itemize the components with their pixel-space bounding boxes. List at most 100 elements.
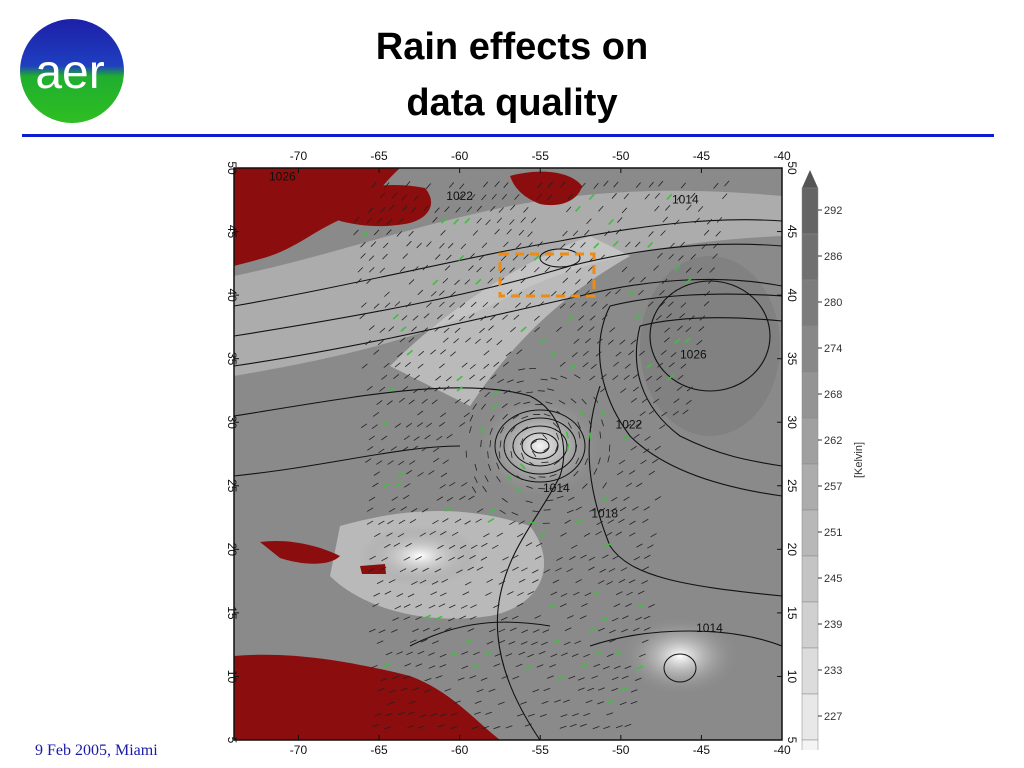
wind-vector xyxy=(422,327,429,333)
wind-vector xyxy=(510,426,516,433)
wind-vector xyxy=(454,327,461,333)
wind-vector xyxy=(553,639,561,644)
wind-vector xyxy=(357,267,364,273)
wind-vector xyxy=(635,422,642,427)
wind-vector xyxy=(469,414,474,422)
wind-vector xyxy=(629,277,635,283)
wind-vector xyxy=(605,532,613,537)
wind-vector xyxy=(688,315,695,321)
isobar-label: 1014 xyxy=(672,193,699,207)
wind-vector xyxy=(618,518,625,524)
wind-vector xyxy=(591,301,597,307)
wind-vector xyxy=(418,350,425,356)
wind-vector xyxy=(518,651,526,656)
lon-label-top: -55 xyxy=(532,149,550,163)
wind-vector xyxy=(488,325,494,331)
wind-vector xyxy=(575,506,582,511)
wind-vector xyxy=(373,303,380,309)
wind-vector xyxy=(644,193,650,200)
wind-vector xyxy=(425,183,432,190)
wind-vector xyxy=(405,422,413,428)
wind-vector xyxy=(410,207,417,214)
wind-vector xyxy=(411,445,418,451)
wind-vector xyxy=(444,265,451,271)
wind-vector xyxy=(407,593,415,598)
wind-vector xyxy=(413,388,420,394)
wind-vector xyxy=(496,532,504,537)
colorbar-step xyxy=(801,509,819,557)
wind-vector xyxy=(388,326,395,332)
wind-vector xyxy=(417,725,425,729)
wind-vector xyxy=(494,653,502,657)
wind-vector xyxy=(459,422,466,427)
wind-vector xyxy=(541,641,548,646)
lon-label-bottom: -60 xyxy=(451,743,469,757)
colorbar-arrow xyxy=(802,170,818,188)
colorbar-step xyxy=(801,601,819,649)
wind-vector xyxy=(368,267,375,273)
wind-vector xyxy=(469,616,477,620)
wind-vector xyxy=(682,409,689,415)
wind-vector xyxy=(368,496,376,502)
wind-vector xyxy=(625,241,631,248)
clear-high-pressure xyxy=(640,256,780,436)
wind-vector xyxy=(697,206,704,212)
wind-vector xyxy=(515,302,521,308)
lon-label-bottom: -65 xyxy=(370,743,388,757)
wind-vector xyxy=(534,555,542,560)
wind-vector xyxy=(647,301,654,307)
wind-vector xyxy=(571,352,578,358)
wind-vector xyxy=(652,458,659,464)
wind-vector xyxy=(567,496,575,501)
wind-vector xyxy=(579,615,587,620)
wind-vector xyxy=(538,301,545,307)
wind-vector xyxy=(412,315,419,321)
wind-vector xyxy=(519,463,526,470)
wind-vector xyxy=(378,520,385,525)
wind-vector xyxy=(603,180,609,187)
wind-vector xyxy=(558,400,566,405)
lat-label-left: 15 xyxy=(225,606,239,620)
wind-vector xyxy=(585,338,591,344)
colorbar-step xyxy=(801,463,819,511)
wind-vector xyxy=(647,544,654,549)
wind-vector xyxy=(520,277,527,284)
wind-vector xyxy=(542,434,548,440)
wind-vector xyxy=(536,664,544,668)
wind-vector xyxy=(387,460,394,465)
wind-vector xyxy=(525,542,533,547)
wind-vector xyxy=(511,512,519,516)
wind-vector xyxy=(533,266,540,273)
wind-vector xyxy=(617,470,624,476)
wind-vector xyxy=(584,592,592,597)
wind-vector xyxy=(685,267,692,273)
colorbar-step xyxy=(801,647,819,695)
wind-vector xyxy=(575,579,583,583)
wind-vector xyxy=(641,397,648,403)
wind-vector xyxy=(636,543,643,548)
wind-vector xyxy=(481,242,488,249)
wind-vector xyxy=(461,482,468,487)
wind-vector xyxy=(417,410,424,416)
wind-vector xyxy=(521,452,525,460)
wind-vector xyxy=(435,615,443,620)
wind-vector xyxy=(459,315,466,322)
wind-vector xyxy=(639,350,645,356)
wind-vector xyxy=(597,580,605,585)
wind-vector xyxy=(446,433,453,439)
land-nova-scotia xyxy=(320,185,432,227)
slide-title-line-1: Rain effects on xyxy=(375,26,649,68)
wind-vector xyxy=(506,289,513,295)
wind-vector xyxy=(722,193,728,200)
wind-vector xyxy=(545,255,551,261)
wind-vector xyxy=(488,463,492,471)
isobar-label: 1014 xyxy=(543,481,570,495)
slide-title-line-2: data quality xyxy=(406,82,618,124)
wind-vector xyxy=(494,181,500,187)
wind-vector xyxy=(578,431,581,439)
wind-vector xyxy=(428,604,436,609)
wind-vector xyxy=(509,520,516,526)
wind-vector xyxy=(542,629,550,633)
wind-vector xyxy=(459,544,467,549)
wind-vector xyxy=(360,253,366,259)
